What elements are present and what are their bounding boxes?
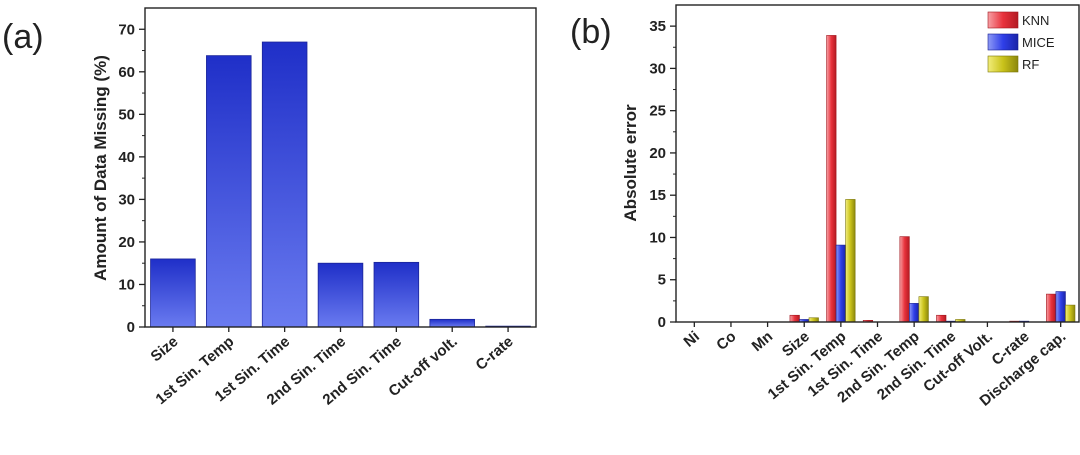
bar-knn-size [789, 314, 800, 323]
legend-b: KNN MICE RF [987, 11, 1055, 73]
bar-mice-2nd-sin-temp [909, 303, 920, 323]
x-tick-label: C-rate [472, 333, 516, 374]
bar-mice-discharge-cap [1055, 291, 1066, 323]
plot-frame-a [144, 7, 537, 328]
y-tick-label: 5 [658, 272, 666, 289]
bar-rf-2nd-sin-temp [918, 296, 929, 323]
panel-label-b: (b) [570, 13, 612, 51]
chart-b: (b) Absolute error 0 5 10 15 20 25 30 35 Ni Co Mn… [570, 4, 1080, 410]
bar-2nd-sin-time [317, 262, 364, 328]
legend-label-mice: MICE [1022, 35, 1055, 50]
bar-knn-2nd-sin-temp [899, 236, 910, 323]
bar-1st-sin-temp [206, 55, 252, 328]
plot-frame-b [675, 4, 1080, 323]
panel-label-a: (a) [2, 18, 44, 56]
y-tick-label: 20 [649, 145, 666, 162]
bar-knn-1st-sin-temp [826, 35, 837, 323]
y-tick-label: 10 [118, 276, 135, 293]
bar-1st-sin-time [261, 41, 308, 328]
y-tick-label: 0 [127, 319, 135, 336]
y-tick-label: 0 [658, 314, 666, 331]
legend-label-knn: KNN [1022, 13, 1049, 28]
bar-rf-1st-sin-temp [845, 199, 856, 323]
bar-mice-1st-sin-temp [835, 244, 846, 323]
bar-knn-2nd-sin-time [936, 314, 947, 323]
x-tick-label: Co [713, 328, 739, 354]
y-ticks-b: 0 5 10 15 20 25 30 35 [649, 18, 676, 331]
y-tick-label: 20 [118, 234, 135, 251]
legend-swatch-mice [987, 33, 1019, 51]
bars-b [789, 35, 1076, 323]
y-tick-label: 30 [118, 191, 135, 208]
bar-size [150, 258, 196, 328]
y-tick-label: 40 [118, 149, 135, 166]
y-tick-label: 30 [649, 60, 666, 77]
y-tick-label: 60 [118, 64, 135, 81]
y-tick-label: 50 [118, 106, 135, 123]
y-tick-label: 35 [649, 18, 666, 35]
y-axis-title-b: Absolute error [621, 104, 640, 222]
legend-swatch-rf [987, 55, 1019, 73]
legend-swatch-knn [987, 11, 1019, 29]
y-tick-label: 10 [649, 229, 666, 246]
bar-cut-off-volt [429, 318, 475, 328]
bar-2nd-sin-time [373, 261, 420, 328]
x-tick-label: Size [148, 333, 182, 365]
legend-label-rf: RF [1022, 57, 1039, 72]
y-tick-label: 15 [649, 187, 666, 204]
bar-rf-discharge-cap [1065, 304, 1076, 323]
chart-a: (a) Amount of Data Missing (%) 0 10 20 30 40… [2, 7, 537, 409]
x-tick-label: Ni [680, 328, 702, 351]
y-tick-label: 25 [649, 103, 666, 120]
bar-knn-discharge-cap [1046, 293, 1057, 323]
x-tick-label: Mn [749, 328, 777, 355]
y-tick-label: 70 [118, 21, 135, 38]
y-ticks-a: 0 10 20 30 40 50 60 70 [118, 21, 145, 336]
y-axis-title-a: Amount of Data Missing (%) [91, 55, 110, 281]
bars-a [150, 41, 531, 328]
